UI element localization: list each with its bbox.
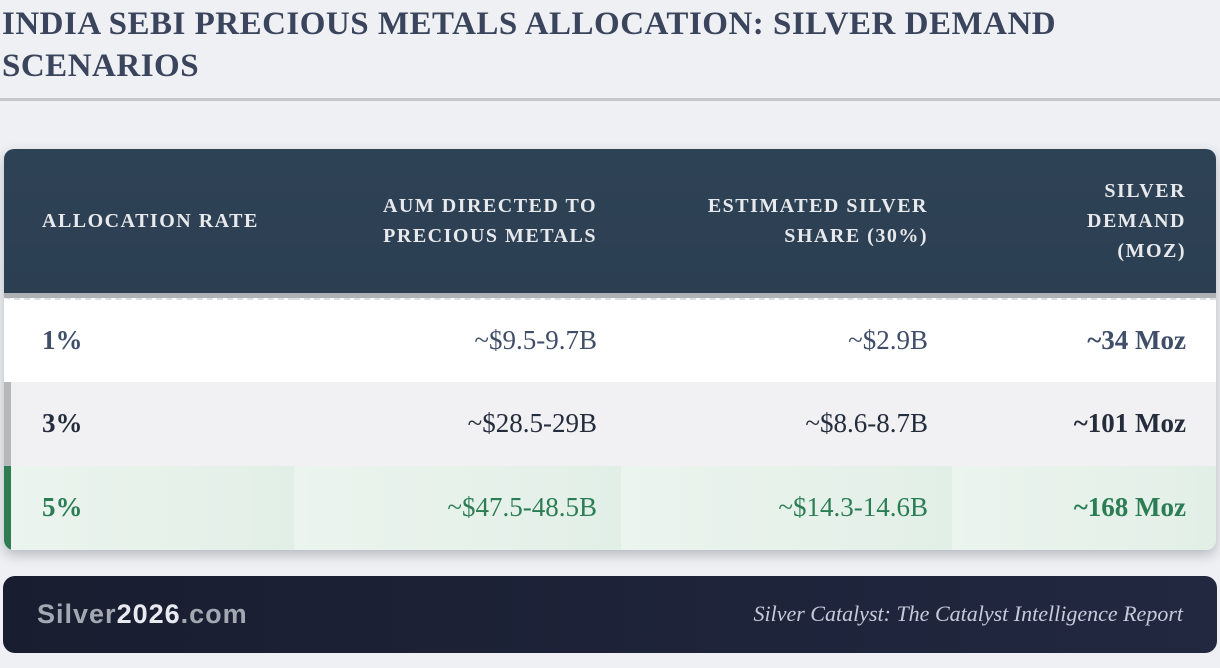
table-row: 3% ~$28.5-29B ~$8.6-8.7B ~101 Moz (4, 381, 1216, 466)
table-header: ALLOCATION RATE AUM DIRECTED TO PRECIOUS… (4, 148, 1216, 298)
report-tagline: Silver Catalyst: The Catalyst Intelligen… (753, 601, 1183, 627)
site-name-prefix: Silver (37, 598, 117, 629)
site-name: Silver2026.com (37, 599, 248, 630)
title-divider (0, 97, 1220, 101)
cell-silver-share: ~$2.9B (621, 297, 952, 382)
cell-silver-demand: ~168 Moz (952, 465, 1216, 550)
column-header-aum: AUM DIRECTED TO PRECIOUS METALS (294, 148, 621, 298)
scenarios-table-card: ALLOCATION RATE AUM DIRECTED TO PRECIOUS… (4, 148, 1216, 550)
column-header-allocation-rate: ALLOCATION RATE (4, 148, 294, 298)
table-row-highlighted: 5% ~$47.5-48.5B ~$14.3-14.6B ~168 Moz (4, 465, 1216, 550)
column-header-silver-share: ESTIMATED SILVER SHARE (30%) (621, 148, 952, 298)
site-name-year: 2026 (116, 598, 181, 629)
cell-silver-share: ~$8.6-8.7B (621, 381, 952, 466)
cell-silver-share: ~$14.3-14.6B (621, 465, 952, 550)
cell-silver-demand: ~101 Moz (952, 381, 1216, 466)
cell-allocation-rate: 5% (4, 465, 294, 550)
page-title: INDIA SEBI PRECIOUS METALS ALLOCATION: S… (2, 6, 1057, 84)
table-row: 1% ~$9.5-9.7B ~$2.9B ~34 Moz (4, 297, 1216, 382)
cell-aum: ~$28.5-29B (294, 381, 621, 466)
cell-silver-demand: ~34 Moz (952, 297, 1216, 382)
column-header-silver-demand: SILVER DEMAND (MOZ) (952, 148, 1216, 298)
site-name-suffix: .com (180, 598, 248, 629)
scenarios-table: ALLOCATION RATE AUM DIRECTED TO PRECIOUS… (4, 148, 1216, 550)
footer-bar: Silver2026.com Silver Catalyst: The Cata… (3, 575, 1217, 653)
cell-allocation-rate: 3% (4, 381, 294, 466)
cell-aum: ~$47.5-48.5B (294, 465, 621, 550)
cell-allocation-rate: 1% (4, 297, 294, 382)
cell-aum: ~$9.5-9.7B (294, 297, 621, 382)
